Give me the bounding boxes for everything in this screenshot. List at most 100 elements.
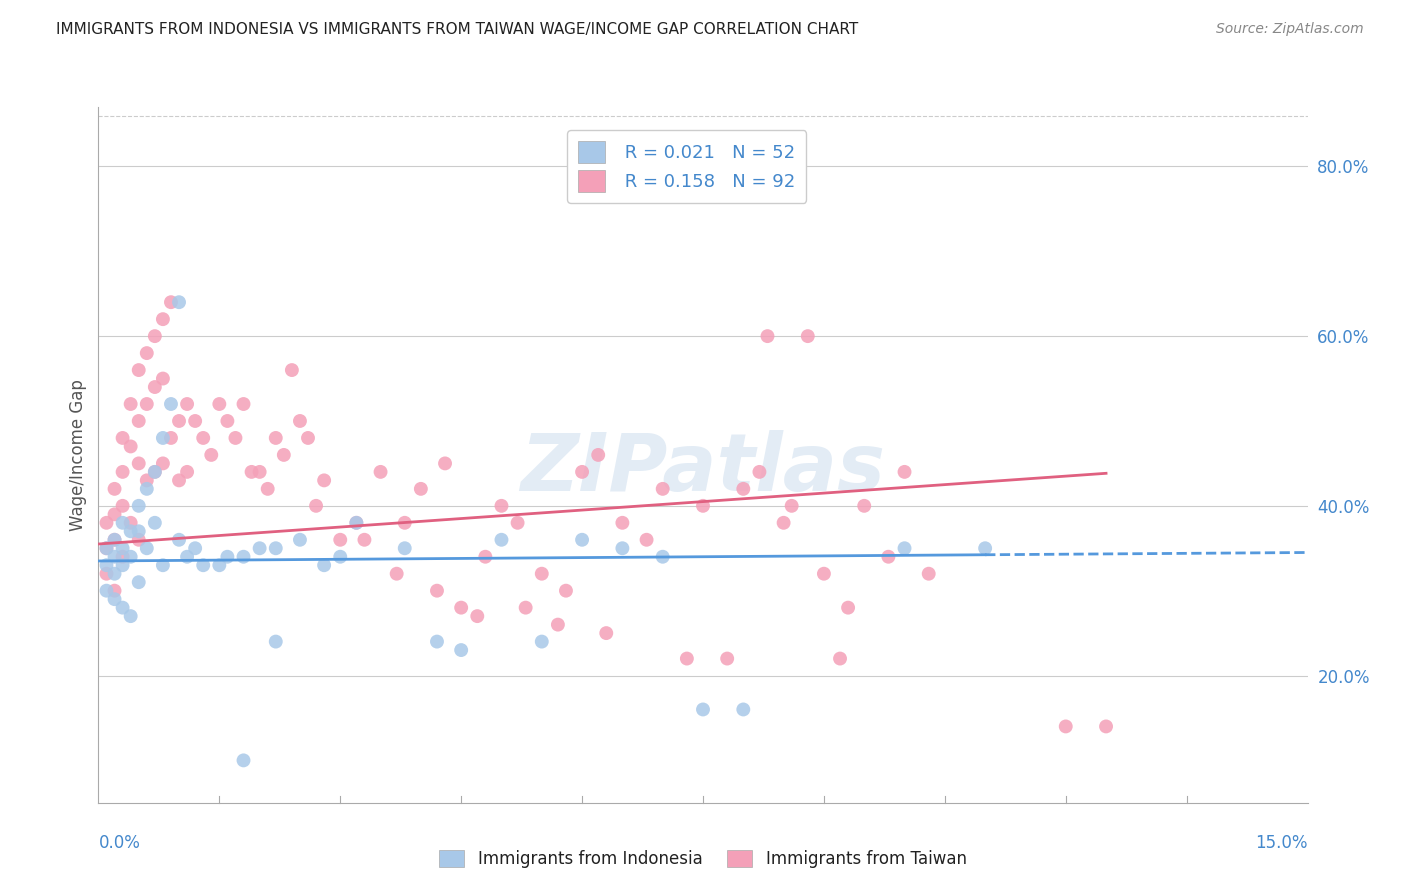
Point [297,431,319,445]
Point [273,448,295,462]
Point [344,516,367,530]
Point [232,549,254,564]
Point [143,465,166,479]
Point [160,397,183,411]
Point [344,516,367,530]
Point [893,541,915,556]
Point [918,566,941,581]
Text: ZIPatlas: ZIPatlas [520,430,886,508]
Point [314,558,336,573]
Point [120,524,142,539]
Point [152,431,174,445]
Point [111,499,134,513]
Point [152,558,174,573]
Point [281,363,304,377]
Point [595,626,617,640]
Text: Source: ZipAtlas.com: Source: ZipAtlas.com [1216,22,1364,37]
Point [135,541,157,556]
Point [797,329,820,343]
Point [515,600,537,615]
Point [111,558,134,573]
Point [111,431,134,445]
Point [877,549,900,564]
Point [224,431,246,445]
Point [636,533,658,547]
Point [571,465,593,479]
Point [120,609,142,624]
Point [571,533,593,547]
Point [167,295,190,310]
Point [426,634,449,648]
Point [152,457,174,471]
Point [135,397,157,411]
Point [103,533,125,547]
Point [128,363,150,377]
Point [103,508,125,522]
Point [111,516,134,530]
Text: IMMIGRANTS FROM INDONESIA VS IMMIGRANTS FROM TAIWAN WAGE/INCOME GAP CORRELATION : IMMIGRANTS FROM INDONESIA VS IMMIGRANTS … [56,22,859,37]
Point [256,482,278,496]
Point [547,617,569,632]
Point [96,541,118,556]
Point [772,516,794,530]
Point [474,549,496,564]
Point [193,558,215,573]
Point [184,414,207,428]
Point [651,482,673,496]
Point [491,533,513,547]
Point [103,583,125,598]
Point [651,549,673,564]
Point [232,397,254,411]
Point [128,524,150,539]
Point [193,431,215,445]
Point [135,474,157,488]
Point [370,465,392,479]
Point [128,414,150,428]
Point [111,549,134,564]
Point [143,516,166,530]
Point [103,533,125,547]
Point [111,600,134,615]
Point [465,609,488,624]
Point [128,575,150,590]
Point [756,329,779,343]
Point [103,592,125,607]
Point [837,600,859,615]
Point [167,414,190,428]
Point [167,533,190,547]
Point [450,643,472,657]
Point [103,549,125,564]
Point [692,499,714,513]
Point [353,533,375,547]
Point [208,558,231,573]
Point [733,702,755,716]
Point [176,397,198,411]
Point [893,465,915,479]
Point [853,499,876,513]
Text: 15.0%: 15.0% [1256,834,1308,852]
Point [329,549,352,564]
Point [249,541,271,556]
Point [111,465,134,479]
Point [217,414,239,428]
Point [232,753,254,767]
Point [152,371,174,385]
Point [103,482,125,496]
Point [314,474,336,488]
Legend: Immigrants from Indonesia, Immigrants from Taiwan: Immigrants from Indonesia, Immigrants fr… [433,843,973,875]
Point [676,651,699,665]
Point [305,499,328,513]
Point [96,566,118,581]
Point [828,651,851,665]
Point [120,549,142,564]
Point [120,516,142,530]
Point [120,439,142,453]
Point [249,465,271,479]
Point [135,346,157,360]
Point [167,474,190,488]
Legend:  R = 0.021   N = 52,  R = 0.158   N = 92: R = 0.021 N = 52, R = 0.158 N = 92 [567,130,807,202]
Point [208,397,231,411]
Point [103,566,125,581]
Point [160,431,183,445]
Point [96,541,118,556]
